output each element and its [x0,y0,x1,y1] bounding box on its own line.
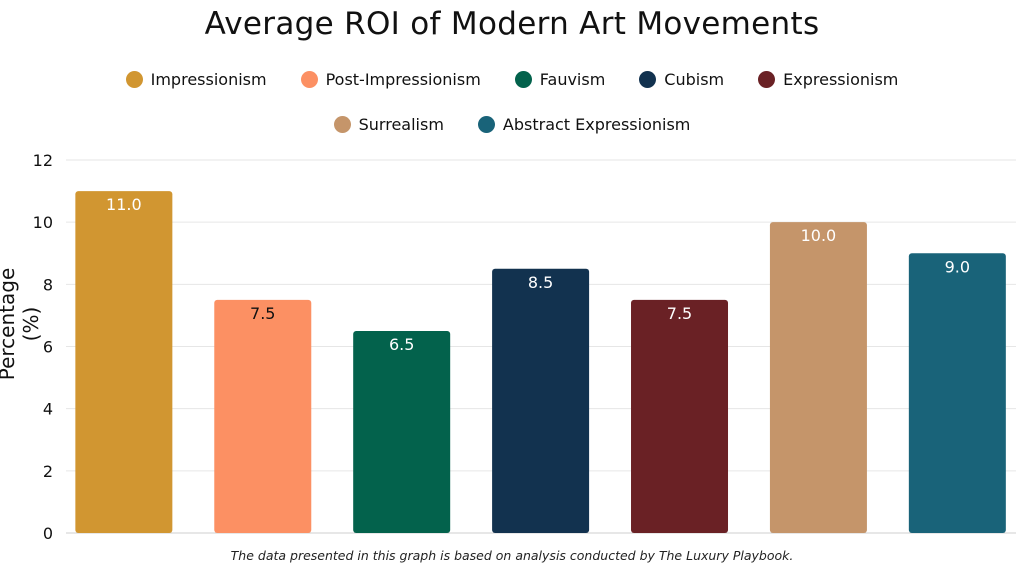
legend-item-impressionism: Impressionism [125,70,267,89]
bar-impressionism [75,191,173,534]
y-tick-label: 10 [33,213,53,232]
data-label: 7.5 [250,304,275,323]
legend-label: Post-Impressionism [325,70,481,89]
legend-label: Cubism [664,70,725,89]
data-label: 6.5 [389,335,414,354]
legend-row-2: Surrealism Abstract Expressionism [0,115,1024,134]
data-label: 10.0 [801,226,837,245]
footnote: The data presented in this graph is base… [230,548,794,563]
y-tick-label: 6 [43,338,53,357]
legend-swatch [639,71,657,88]
legend-item-post-impressionism: Post-Impressionism [300,70,481,89]
bar-cubism [492,268,590,533]
legend-label: Abstract Expressionism [502,115,691,134]
legend-row-1: Impressionism Post-Impressionism Fauvism… [0,70,1024,89]
y-tick-label: 12 [33,151,53,170]
data-label: 9.0 [945,257,970,276]
legend-swatch [514,71,532,88]
legend-item-expressionism: Expressionism [758,70,898,89]
bar-post-impressionism [214,299,312,533]
legend-item-abstract-expressionism: Abstract Expressionism [477,115,691,134]
data-label: 11.0 [106,195,142,214]
data-label: 8.5 [528,273,553,292]
legend-swatch [477,116,495,133]
y-tick-label: 0 [43,524,53,543]
y-tick-label: 2 [43,462,53,481]
legend-swatch [125,71,143,88]
legend-swatch [333,116,351,133]
legend-item-fauvism: Fauvism [514,70,606,89]
y-tick-label: 4 [43,400,53,419]
legend-label: Impressionism [150,70,267,89]
data-label: 7.5 [667,304,692,323]
y-tick-label: 8 [43,275,53,294]
legend-item-surrealism: Surrealism [333,115,444,134]
legend-swatch [300,71,318,88]
bar-expressionism [631,299,729,533]
legend-label: Surrealism [358,115,444,134]
legend-label: Expressionism [783,70,899,89]
legend-item-cubism: Cubism [639,70,724,89]
bar-abstract-expressionism [908,253,1006,533]
chart-title: Average ROI of Modern Art Movements [204,6,820,42]
bar-fauvism [353,330,451,533]
legend-label: Fauvism [539,70,606,89]
legend-swatch [758,71,776,88]
bar-surrealism [769,222,867,533]
